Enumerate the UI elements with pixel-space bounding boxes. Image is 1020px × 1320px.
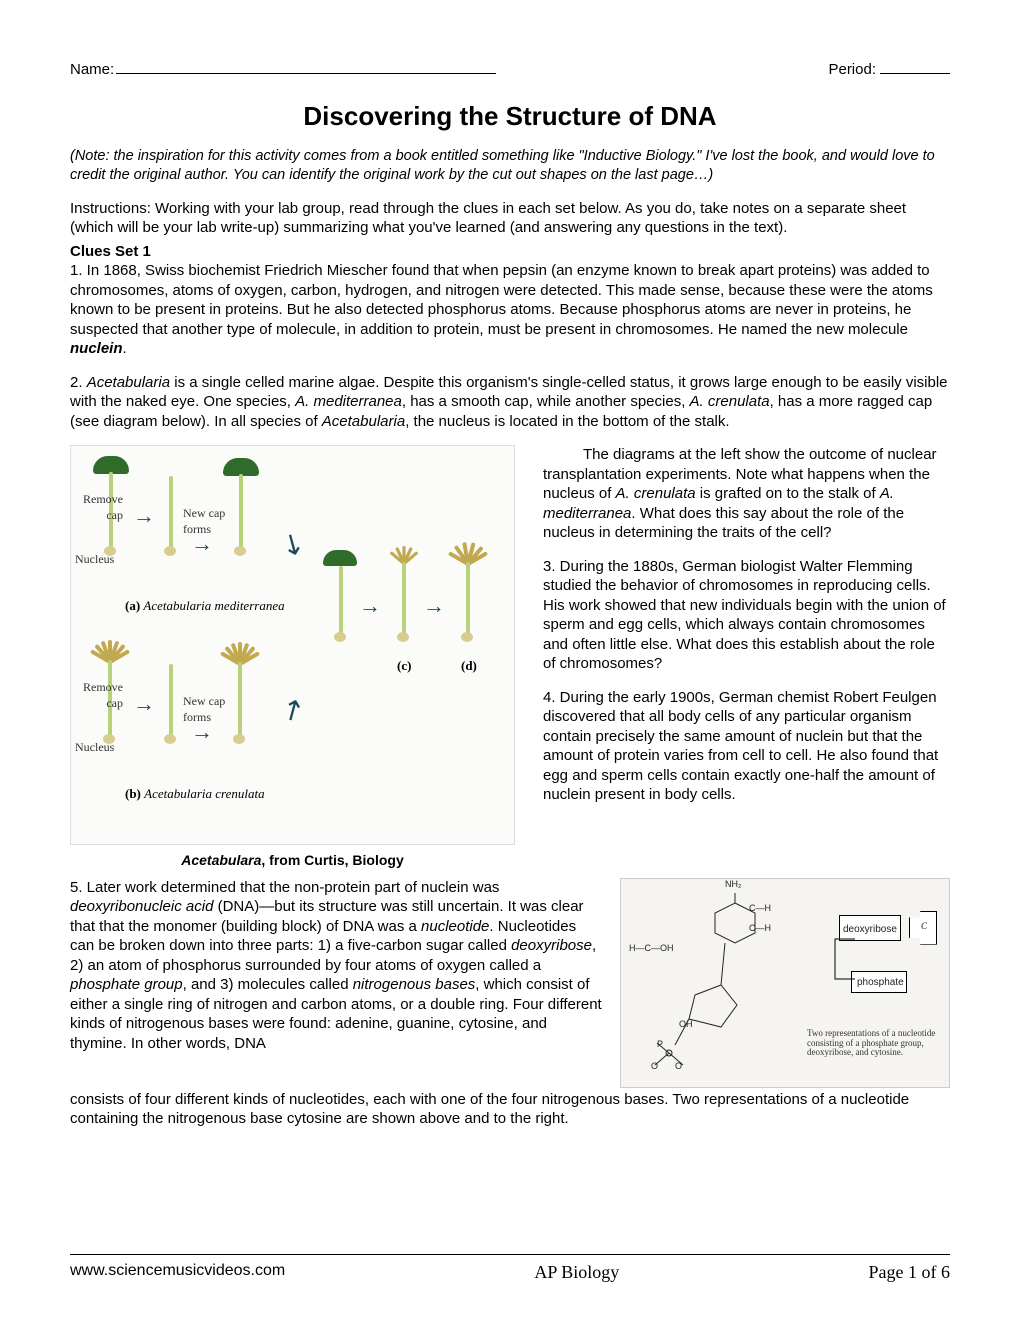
arrow-icon: → (359, 592, 381, 621)
footer: www.sciencemusicvideos.com AP Biology Pa… (70, 1254, 950, 1284)
right-column: The diagrams at the left show the outcom… (543, 445, 950, 869)
name-blank-line[interactable] (116, 73, 496, 74)
bulb-icon (397, 632, 409, 642)
label-remove-cap: Remove cap (75, 492, 123, 523)
bottom-section: 5. Later work determined that the non-pr… (70, 878, 950, 1088)
arrow-icon: ↘ (273, 523, 312, 566)
clue-5-tail: consists of four different kinds of nucl… (70, 1090, 950, 1129)
bulb-icon (164, 734, 176, 744)
footer-right: Page 1 of 6 (869, 1261, 950, 1284)
label-nucleus: Nucleus (75, 552, 114, 568)
label-nucleus: Nucleus (75, 740, 114, 756)
clue-1-term: nuclein (70, 340, 123, 357)
stalk-icon (339, 566, 343, 636)
bulb-icon (164, 546, 176, 556)
stalk-icon (169, 664, 173, 738)
clue-1-text: 1. In 1868, Swiss biochemist Friedrich M… (70, 262, 933, 338)
cap-ragged-icon (219, 640, 261, 664)
algae-caption: Acetabulara, from Curtis, Biology (70, 851, 515, 869)
chem-nh2: NH₂ (725, 879, 742, 891)
clue-2-h: Acetabularia (322, 413, 405, 430)
panel-c: (c) (397, 658, 411, 673)
clue-2-d: A. mediterranea (295, 393, 402, 410)
bulb-icon (461, 632, 473, 642)
panel-b-label: (b) Acetabularia crenulata (125, 786, 265, 803)
bottom-left: 5. Later work determined that the non-pr… (70, 878, 602, 1088)
bulb-icon (334, 632, 346, 642)
panel-d: (d) (461, 658, 477, 673)
clue-2: 2. Acetabularia is a single celled marin… (70, 373, 950, 432)
algae-caption-a: Acetabulara (181, 852, 261, 868)
bulb-icon (233, 734, 245, 744)
right-p1-c: is grafted on to the stalk of (696, 485, 880, 502)
panel-b-i: Acetabularia crenulata (144, 786, 264, 801)
clue5-b: deoxyribonucleic acid (70, 898, 213, 915)
stalk-icon (239, 474, 243, 550)
nucleotide-caption: Two representations of a nucleotide cons… (807, 1029, 943, 1059)
clue-4: 4. During the early 1900s, German chemis… (543, 688, 950, 805)
clue5-j: nitrogenous bases (353, 976, 476, 993)
panel-d-label: (d) (461, 658, 477, 675)
period-label: Period: (828, 60, 876, 80)
bulb-icon (234, 546, 246, 556)
name-label: Name: (70, 60, 114, 80)
panel-a-i: Acetabularia mediterranea (143, 598, 284, 613)
bottom-right: NH₂ H—C—OH OH O O P C—H C—H deoxyribose … (620, 878, 950, 1088)
right-p1-b: A. crenulata (616, 485, 696, 502)
clue-1-post: . (123, 340, 127, 357)
mid-section: Remove cap Nucleus → New cap forms → (a)… (70, 445, 950, 869)
clue5-i: , and 3) molecules called (183, 976, 353, 993)
algae-caption-b: , from Curtis, Biology (261, 852, 403, 868)
clue-2-e: , has a smooth cap, while another specie… (402, 393, 690, 410)
clue5-d: nucleotide (421, 918, 489, 935)
arrow-icon: → (191, 530, 213, 559)
note-paragraph: (Note: the inspiration for this activity… (70, 147, 950, 185)
page-title: Discovering the Structure of DNA (70, 100, 950, 134)
clue-2-f: A. crenulata (690, 393, 770, 410)
clue-2-b: Acetabularia (87, 374, 170, 391)
footer-center: AP Biology (534, 1261, 619, 1284)
header-row: Name: Period: (70, 60, 950, 80)
clue-5: 5. Later work determined that the non-pr… (70, 878, 602, 1054)
arrow-icon: → (133, 690, 155, 719)
label-remove-cap: Remove cap (75, 680, 123, 711)
period-field: Period: (828, 60, 950, 80)
panel-a-b: (a) (125, 598, 140, 613)
stalk-icon (402, 562, 406, 636)
left-column: Remove cap Nucleus → New cap forms → (a)… (70, 445, 515, 869)
clue-2-i: , the nucleus is located in the bottom o… (405, 413, 729, 430)
instructions-paragraph: Instructions: Working with your lab grou… (70, 199, 950, 238)
algae-figure: Remove cap Nucleus → New cap forms → (a)… (70, 445, 515, 845)
nucleotide-figure: NH₂ H—C—OH OH O O P C—H C—H deoxyribose … (620, 878, 950, 1088)
cap-ragged-icon (387, 545, 421, 564)
panel-a-label: (a) Acetabularia mediterranea (125, 598, 285, 615)
panel-b-b: (b) (125, 786, 141, 801)
base-c: C (921, 921, 927, 933)
footer-left: www.sciencemusicvideos.com (70, 1261, 285, 1284)
clue-1: 1. In 1868, Swiss biochemist Friedrich M… (70, 261, 950, 359)
stalk-icon (466, 562, 470, 636)
connector-icon (825, 933, 865, 1003)
arrow-icon: → (133, 502, 155, 531)
clues-heading: Clues Set 1 (70, 242, 950, 262)
right-p1: The diagrams at the left show the outcom… (543, 445, 950, 543)
arrow-icon: ↗ (273, 689, 312, 732)
clue5-h: phosphate group (70, 976, 183, 993)
clue5-a: 5. Later work determined that the non-pr… (70, 879, 499, 896)
cap-ragged-icon (447, 540, 489, 564)
stalk-icon (169, 476, 173, 550)
name-field: Name: (70, 60, 496, 80)
clue5-f: deoxyribose (511, 937, 592, 954)
cap-ragged-icon (89, 638, 131, 662)
arrow-icon: → (191, 718, 213, 747)
clue-3: 3. During the 1880s, German biologist Wa… (543, 557, 950, 674)
panel-c-label: (c) (397, 658, 411, 675)
arrow-icon: → (423, 592, 445, 621)
cap-smooth-icon (323, 550, 357, 566)
clue-2-a: 2. (70, 374, 87, 391)
period-blank-line[interactable] (880, 73, 950, 74)
stalk-icon (238, 662, 242, 738)
